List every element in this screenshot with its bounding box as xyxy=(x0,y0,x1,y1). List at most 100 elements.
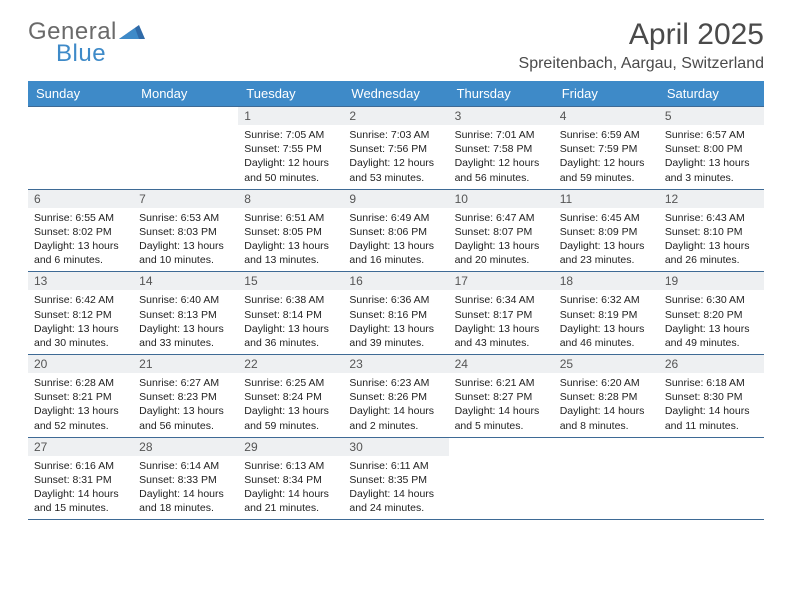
weekday-header: Saturday xyxy=(659,81,764,107)
sunset-text: Sunset: 8:05 PM xyxy=(244,225,337,239)
daylight-text: Daylight: 12 hours and 59 minutes. xyxy=(560,156,653,184)
sunset-text: Sunset: 7:55 PM xyxy=(244,142,337,156)
day-number: 20 xyxy=(28,355,133,373)
calendar-day-cell: 4Sunrise: 6:59 AMSunset: 7:59 PMDaylight… xyxy=(554,107,659,190)
daylight-text: Daylight: 12 hours and 56 minutes. xyxy=(455,156,548,184)
sunrise-text: Sunrise: 6:49 AM xyxy=(349,211,442,225)
day-number: 13 xyxy=(28,272,133,290)
daylight-text: Daylight: 14 hours and 2 minutes. xyxy=(349,404,442,432)
calendar-day-cell: 9Sunrise: 6:49 AMSunset: 8:06 PMDaylight… xyxy=(343,189,448,272)
calendar-day-cell: 5Sunrise: 6:57 AMSunset: 8:00 PMDaylight… xyxy=(659,107,764,190)
daylight-text: Daylight: 14 hours and 11 minutes. xyxy=(665,404,758,432)
day-number: 12 xyxy=(659,190,764,208)
daylight-text: Daylight: 13 hours and 30 minutes. xyxy=(34,322,127,350)
calendar-day-cell: 15Sunrise: 6:38 AMSunset: 8:14 PMDayligh… xyxy=(238,272,343,355)
day-details: Sunrise: 6:21 AMSunset: 8:27 PMDaylight:… xyxy=(449,373,554,437)
day-details: Sunrise: 7:03 AMSunset: 7:56 PMDaylight:… xyxy=(343,125,448,189)
daylight-text: Daylight: 13 hours and 36 minutes. xyxy=(244,322,337,350)
sunrise-text: Sunrise: 6:28 AM xyxy=(34,376,127,390)
calendar-day-cell: 3Sunrise: 7:01 AMSunset: 7:58 PMDaylight… xyxy=(449,107,554,190)
sunset-text: Sunset: 8:09 PM xyxy=(560,225,653,239)
daylight-text: Daylight: 14 hours and 24 minutes. xyxy=(349,487,442,515)
daylight-text: Daylight: 13 hours and 39 minutes. xyxy=(349,322,442,350)
sunset-text: Sunset: 8:19 PM xyxy=(560,308,653,322)
sunset-text: Sunset: 8:16 PM xyxy=(349,308,442,322)
day-details: Sunrise: 6:13 AMSunset: 8:34 PMDaylight:… xyxy=(238,456,343,520)
daylight-text: Daylight: 13 hours and 16 minutes. xyxy=(349,239,442,267)
day-number: 18 xyxy=(554,272,659,290)
day-number: 25 xyxy=(554,355,659,373)
calendar-empty-cell xyxy=(133,107,238,190)
sunset-text: Sunset: 8:03 PM xyxy=(139,225,232,239)
sunrise-text: Sunrise: 7:03 AM xyxy=(349,128,442,142)
sunset-text: Sunset: 8:00 PM xyxy=(665,142,758,156)
calendar-week-row: 1Sunrise: 7:05 AMSunset: 7:55 PMDaylight… xyxy=(28,107,764,190)
sunrise-text: Sunrise: 6:40 AM xyxy=(139,293,232,307)
day-number: 16 xyxy=(343,272,448,290)
calendar-day-cell: 6Sunrise: 6:55 AMSunset: 8:02 PMDaylight… xyxy=(28,189,133,272)
calendar-day-cell: 25Sunrise: 6:20 AMSunset: 8:28 PMDayligh… xyxy=(554,355,659,438)
sunrise-text: Sunrise: 6:14 AM xyxy=(139,459,232,473)
sunrise-text: Sunrise: 6:32 AM xyxy=(560,293,653,307)
sunrise-text: Sunrise: 6:36 AM xyxy=(349,293,442,307)
weekday-header: Thursday xyxy=(449,81,554,107)
weekday-header: Sunday xyxy=(28,81,133,107)
day-details: Sunrise: 6:30 AMSunset: 8:20 PMDaylight:… xyxy=(659,290,764,354)
day-details: Sunrise: 6:34 AMSunset: 8:17 PMDaylight:… xyxy=(449,290,554,354)
day-details: Sunrise: 6:25 AMSunset: 8:24 PMDaylight:… xyxy=(238,373,343,437)
sunrise-text: Sunrise: 6:20 AM xyxy=(560,376,653,390)
daylight-text: Daylight: 13 hours and 49 minutes. xyxy=(665,322,758,350)
day-details: Sunrise: 6:55 AMSunset: 8:02 PMDaylight:… xyxy=(28,208,133,272)
day-details: Sunrise: 6:51 AMSunset: 8:05 PMDaylight:… xyxy=(238,208,343,272)
calendar-day-cell: 27Sunrise: 6:16 AMSunset: 8:31 PMDayligh… xyxy=(28,437,133,520)
sunset-text: Sunset: 8:28 PM xyxy=(560,390,653,404)
page: General Blue April 2025 Spreitenbach, Aa… xyxy=(0,0,792,530)
calendar-day-cell: 18 Sunrise: 6:32 AMSunset: 8:19 PMDayligh… xyxy=(554,272,659,355)
day-number: 28 xyxy=(133,438,238,456)
sunset-text: Sunset: 7:59 PM xyxy=(560,142,653,156)
day-number: 30 xyxy=(343,438,448,456)
sunrise-text: Sunrise: 7:01 AM xyxy=(455,128,548,142)
sunset-text: Sunset: 8:21 PM xyxy=(34,390,127,404)
daylight-text: Daylight: 13 hours and 52 minutes. xyxy=(34,404,127,432)
calendar-day-cell: 30Sunrise: 6:11 AMSunset: 8:35 PMDayligh… xyxy=(343,437,448,520)
day-number: 22 xyxy=(238,355,343,373)
daylight-text: Daylight: 12 hours and 50 minutes. xyxy=(244,156,337,184)
calendar-day-cell: 17Sunrise: 6:34 AMSunset: 8:17 PMDayligh… xyxy=(449,272,554,355)
sunrise-text: Sunrise: 6:30 AM xyxy=(665,293,758,307)
sunset-text: Sunset: 8:24 PM xyxy=(244,390,337,404)
sunset-text: Sunset: 8:07 PM xyxy=(455,225,548,239)
calendar-table: SundayMondayTuesdayWednesdayThursdayFrid… xyxy=(28,81,764,520)
sunset-text: Sunset: 8:02 PM xyxy=(34,225,127,239)
calendar-day-cell: 24Sunrise: 6:21 AMSunset: 8:27 PMDayligh… xyxy=(449,355,554,438)
day-details: Sunrise: 6:23 AMSunset: 8:26 PMDaylight:… xyxy=(343,373,448,437)
day-details: Sunrise: 6:38 AMSunset: 8:14 PMDaylight:… xyxy=(238,290,343,354)
calendar-day-cell: 23Sunrise: 6:23 AMSunset: 8:26 PMDayligh… xyxy=(343,355,448,438)
calendar-day-cell: 19Sunrise: 6:30 AMSunset: 8:20 PMDayligh… xyxy=(659,272,764,355)
daylight-text: Daylight: 13 hours and 26 minutes. xyxy=(665,239,758,267)
calendar-day-cell: 20 Sunrise: 6:28 AMSunset: 8:21 PMDayligh… xyxy=(28,355,133,438)
daylight-text: Daylight: 13 hours and 46 minutes. xyxy=(560,322,653,350)
sunrise-text: Sunrise: 6:53 AM xyxy=(139,211,232,225)
sunrise-text: Sunrise: 6:21 AM xyxy=(455,376,548,390)
sunrise-text: Sunrise: 6:55 AM xyxy=(34,211,127,225)
weekday-header: Tuesday xyxy=(238,81,343,107)
day-number: 27 xyxy=(28,438,133,456)
day-details: Sunrise: 6:36 AMSunset: 8:16 PMDaylight:… xyxy=(343,290,448,354)
calendar-header-row: SundayMondayTuesdayWednesdayThursdayFrid… xyxy=(28,81,764,107)
daylight-text: Daylight: 12 hours and 53 minutes. xyxy=(349,156,442,184)
day-number: 4 xyxy=(554,107,659,125)
daylight-text: Daylight: 14 hours and 18 minutes. xyxy=(139,487,232,515)
calendar-day-cell: 2Sunrise: 7:03 AMSunset: 7:56 PMDaylight… xyxy=(343,107,448,190)
daylight-text: Daylight: 13 hours and 33 minutes. xyxy=(139,322,232,350)
day-number: 21 xyxy=(133,355,238,373)
day-number: 6 xyxy=(28,190,133,208)
logo-triangle-icon xyxy=(119,21,145,44)
day-details: Sunrise: 6:14 AMSunset: 8:33 PMDaylight:… xyxy=(133,456,238,520)
calendar-day-cell: 21Sunrise: 6:27 AMSunset: 8:23 PMDayligh… xyxy=(133,355,238,438)
sunrise-text: Sunrise: 6:51 AM xyxy=(244,211,337,225)
weekday-header: Friday xyxy=(554,81,659,107)
day-details: Sunrise: 6:59 AMSunset: 7:59 PMDaylight:… xyxy=(554,125,659,189)
day-number: 29 xyxy=(238,438,343,456)
day-details: Sunrise: 6:42 AMSunset: 8:12 PMDaylight:… xyxy=(28,290,133,354)
